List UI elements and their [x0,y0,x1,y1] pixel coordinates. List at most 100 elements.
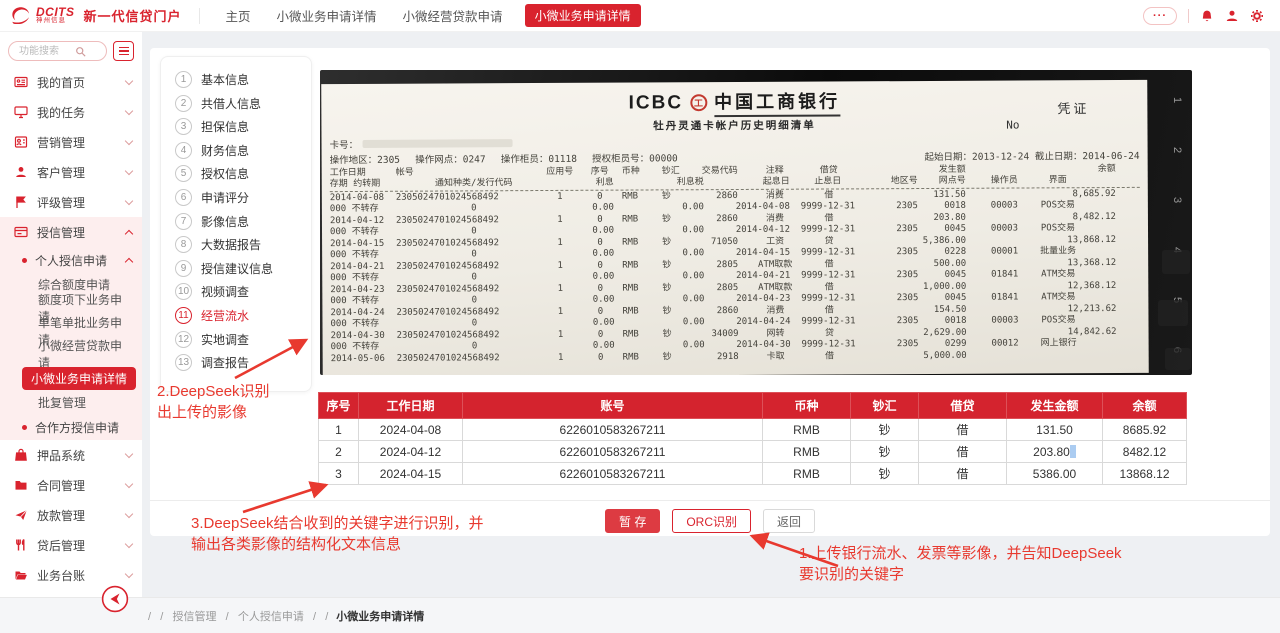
receipt-cell: 0.00 [592,225,615,236]
receipt-cell: 操作员 [990,175,1018,186]
sidebar-item[interactable]: 小微业务申请详情 [0,365,142,391]
sidebar-item[interactable]: 我的首页 [0,67,142,97]
receipt-cell: 1 [557,214,563,225]
column-header: 币种 [762,392,851,419]
ruler-mark: 2 [1170,146,1183,154]
more-button[interactable]: ··· [1143,6,1177,25]
sidebar-item[interactable]: 授信管理 [0,217,142,247]
flag-icon [14,195,29,209]
collapse-back-button[interactable] [101,585,129,618]
receipt-cell: 0.00 [682,202,704,213]
receipt-cell: 131.50 [933,189,966,200]
table-cell: 借 [918,418,1007,441]
sidebar-item-label: 营销管理 [37,135,86,150]
step-item[interactable]: 1 基本信息 [175,71,311,88]
sidebar-item[interactable]: 业务台账 [0,560,142,590]
table-cell: 钞 [850,418,919,441]
step-item[interactable]: 6 申请评分 [175,188,311,206]
sidebar-item[interactable]: 评级管理 [0,187,142,217]
person-icon [14,165,29,179]
table-cell: RMB [762,418,851,441]
menu-toggle-button[interactable] [113,41,134,61]
receipt-cell: 借 [825,351,835,362]
receipt-cell: 0.00 [682,271,705,282]
receipt-cell: 0 [471,295,478,306]
sidebar-item[interactable]: 额度项下业务申请 [0,293,142,324]
breadcrumb[interactable]: / / 授信管理 / 个人授信申请 / / [148,610,329,623]
save-draft-button[interactable]: 暂 存 [604,509,661,533]
sidebar-item-label: 批复管理 [38,396,87,410]
step-item[interactable]: 2 共借人信息 [175,94,311,112]
nav-tab[interactable]: 小微经营贷款申请 [402,10,503,24]
sidebar-item[interactable]: 客户管理 [0,157,142,187]
step-item[interactable]: 11 经营流水 [175,306,311,324]
sidebar-item[interactable]: 押品系统 [0,440,142,470]
sidebar-item[interactable]: 单笔单批业务申请 [0,316,142,347]
sidebar-item[interactable]: 批复管理 [0,391,142,414]
sidebar-item[interactable]: 营销管理 [0,127,142,157]
sidebar-item[interactable]: 贷后管理 [0,530,142,560]
idcard-icon [14,75,29,89]
nav-tab[interactable]: 小微业务申请详情 [524,4,641,27]
receipt-cell: 9999-12-31 [801,293,856,304]
gear-icon[interactable] [1250,9,1264,23]
step-item[interactable]: 10 视频调查 [175,283,311,301]
receipt-cell: 00003 [990,200,1018,211]
receipt-cell: 000 不转存 [329,226,379,238]
ocr-recognize-button[interactable]: ORC识别 [672,509,751,533]
receipt-cell: 2305 [896,270,919,281]
sidebar-item-label: 授信管理 [37,225,86,240]
step-item[interactable]: 13 调查报告 [175,354,311,372]
receipt-cell: 借 [824,213,834,224]
sidebar-item[interactable]: 合作方授信申请 [0,414,142,440]
sidebar-item[interactable]: 小微经营贷款申请 [0,339,142,370]
receipt-cell: 0.00 [592,271,615,282]
table-cell: RMB [762,462,851,485]
step-label: 实地调查 [201,332,250,347]
receipt-cell: 0045 [944,269,967,280]
search-input[interactable] [17,44,75,58]
receipt-cell: 5,386.00 [922,235,967,247]
folderopen-icon [14,568,29,582]
table-row[interactable]: 2 2024-04-12 6226010583267211 RMB 钞借 203.80 84… [318,440,1187,463]
sidebar-item[interactable]: 我的任务 [0,97,142,127]
receipt-cell: 0 [471,226,477,237]
user-icon[interactable] [1225,9,1239,23]
receipt-cell: 2305 [896,201,918,212]
step-item[interactable]: 9 授信建议信息 [175,259,311,277]
receipt-cell: 0 [597,352,604,363]
sidebar-item[interactable]: 放款管理 [0,500,142,530]
receipt-cell: 13,368.12 [1067,258,1117,269]
return-button[interactable]: 返回 [763,509,816,533]
bag-icon [14,448,29,462]
sidebar-item[interactable]: 个人授信申请 [0,247,142,273]
nav-tab[interactable]: 主页 [225,10,251,24]
table-row[interactable]: 1 2024-04-08 6226010583267211 RMB 钞借 131.50 86… [318,418,1187,441]
step-item[interactable]: 3 担保信息 [175,118,311,136]
sidebar-item[interactable]: 合同管理 [0,470,142,500]
receipt-cell: 000 不转存 [330,318,380,330]
nav-tab[interactable]: 小微业务申请详情 [276,10,377,24]
sidebar-item-label: 评级管理 [37,195,86,210]
table-cell: RMB [762,440,851,463]
receipt-cell: 2305024701024568492 [395,215,499,226]
receipt-cell: 1 [557,237,563,248]
step-item[interactable]: 7 影像信息 [175,212,311,230]
receipt-cell: 0228 [944,246,967,257]
sidebar-item[interactable]: 综合额度申请 [0,273,142,296]
receipt-row: 2014-04-30 2305024701024568492 1 0 RMB 钞 34009… [331,327,1141,353]
step-item[interactable]: 4 财务信息 [175,141,311,159]
keyboard-key [1162,250,1190,274]
step-item[interactable]: 12 实地调查 [175,330,311,348]
keyboard-key [1165,348,1191,370]
step-item[interactable]: 8 大数据报告 [175,236,311,254]
receipt-cell: 0299 [944,338,967,349]
bell-icon[interactable] [1200,9,1214,23]
brand-name: DCITS [36,5,75,20]
table-row[interactable]: 3 2024-04-15 6226010583267211 RMB 钞借 5386.00 1… [318,462,1187,485]
step-item[interactable]: 5 授权信息 [175,165,311,183]
chevron-down-icon [124,509,134,519]
icbc-logo-icon: 工 [690,94,708,112]
receipt-cell: 存期 约转期 [329,178,381,190]
receipt-cell: 1 [557,260,563,271]
